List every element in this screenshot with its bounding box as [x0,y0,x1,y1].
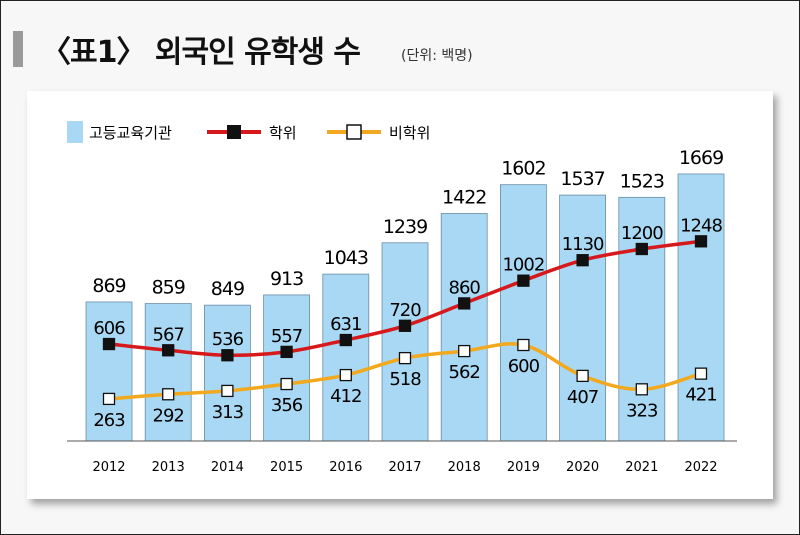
label-nondegree-2015: 356 [271,395,303,416]
x-tick-2015: 2015 [270,460,303,475]
chart-svg: 고등교육기관 학위 비학위 869 859 849 913 1043 1239 1422 1602… [67,121,737,475]
marker-nondegree-2017 [398,351,412,365]
x-tick-2017: 2017 [388,460,421,475]
bar-label-2019: 1602 [501,158,545,180]
marker-degree-2012 [102,337,116,351]
label-nondegree-2022: 421 [685,385,716,406]
bar-label-2018: 1422 [442,186,486,208]
x-tick-2019: 2019 [507,460,540,475]
label-degree-2014: 536 [212,329,244,350]
label-nondegree-2013: 292 [153,405,184,426]
bar-2018 [440,213,488,442]
marker-degree-2018 [458,297,471,310]
bar-label-2013: 859 [152,277,185,299]
chart-panel: 고등교육기관 학위 비학위 869 859 849 913 1043 1239 1422 1602… [27,91,773,499]
data-labels: 869 859 849 913 1043 1239 1422 1602 1537 1523 1669… [92,147,724,431]
marker-degree-2017 [398,319,412,332]
marker-nondegree-2022 [694,367,708,380]
label-nondegree-2019: 600 [508,356,540,377]
label-nondegree-2017: 518 [389,369,421,390]
label-degree-2015: 557 [271,326,302,347]
bar-2014 [203,304,251,442]
marker-nondegree-2019 [517,338,530,352]
marker-nondegree-2015 [280,377,293,391]
marker-nondegree-2016 [339,368,352,382]
x-tick-2021: 2021 [625,460,658,475]
marker-degree-2019 [517,274,530,287]
bar-2013 [144,303,192,442]
x-tick-2022: 2022 [684,460,717,475]
legend-swatch-bar [67,121,83,143]
bar-series [85,173,725,442]
label-degree-2017: 720 [389,300,421,321]
marker-nondegree-2013 [162,388,175,401]
legend-label-degree: 학위 [269,124,297,142]
marker-degree-2022 [694,235,708,248]
marker-nondegree-2018 [458,344,471,358]
title-marker-bar [13,31,23,67]
label-degree-2021: 1200 [621,223,663,244]
x-tick-2020: 2020 [566,460,599,475]
bar-label-2015: 913 [270,268,303,290]
bar-2021 [618,196,666,442]
bar-2017 [381,242,429,442]
bar-label-2017: 1239 [383,216,427,238]
bar-2020 [559,194,606,442]
x-tick-2014: 2014 [211,460,244,475]
bar-label-2016: 1043 [324,247,368,269]
label-nondegree-2016: 412 [330,386,361,407]
legend-marker-degree [227,125,241,139]
bar-label-2022: 1669 [679,147,723,169]
legend: 고등교육기관 학위 비학위 [67,121,430,143]
marker-nondegree-2014 [221,384,234,398]
marker-degree-2013 [162,344,175,357]
label-nondegree-2014: 313 [212,402,244,423]
label-nondegree-2021: 323 [626,400,658,421]
label-degree-2012: 606 [93,318,125,339]
bar-label-2021: 1523 [620,170,664,192]
chart-title: 〈표1〉 외국인 유학생 수 [41,35,361,70]
label-degree-2022: 1248 [680,215,722,236]
marker-degree-2021 [635,242,648,256]
bar-label-2014: 849 [211,278,244,300]
bar-2016 [322,273,370,442]
label-nondegree-2012: 263 [93,410,125,431]
label-nondegree-2020: 407 [567,387,598,408]
label-degree-2013: 567 [153,324,184,345]
x-tick-2018: 2018 [448,460,481,475]
marker-degree-2015 [280,345,293,359]
marker-degree-2020 [576,254,589,267]
bar-2022 [677,173,725,442]
legend-marker-nondegree [346,124,362,140]
bar-2015 [263,294,311,442]
x-tick-2016: 2016 [329,460,362,475]
marker-degree-2016 [339,333,352,347]
legend-label-nondegree: 비학위 [389,124,430,142]
marker-nondegree-2021 [635,383,648,396]
label-degree-2016: 631 [330,314,361,335]
x-tick-2012: 2012 [92,460,125,475]
x-axis: 2012 2013 2014 2015 2016 2017 2018 2019 2020 2021… [67,440,737,475]
label-degree-2018: 860 [449,277,481,298]
label-nondegree-2018: 562 [449,362,480,383]
label-degree-2020: 1130 [562,234,604,255]
bar-2019 [499,184,547,442]
line-series [102,235,708,406]
bar-2012 [85,301,133,442]
bar-label-2012: 869 [92,275,125,297]
bar-label-2020: 1537 [560,168,604,190]
label-degree-2019: 1002 [502,255,544,276]
x-tick-2013: 2013 [152,460,185,475]
marker-nondegree-2020 [576,369,589,383]
marker-degree-2014 [221,349,234,362]
legend-label-bar: 고등교육기관 [89,124,172,142]
marker-nondegree-2012 [102,392,116,406]
unit-label: (단위: 백명) [401,48,473,64]
